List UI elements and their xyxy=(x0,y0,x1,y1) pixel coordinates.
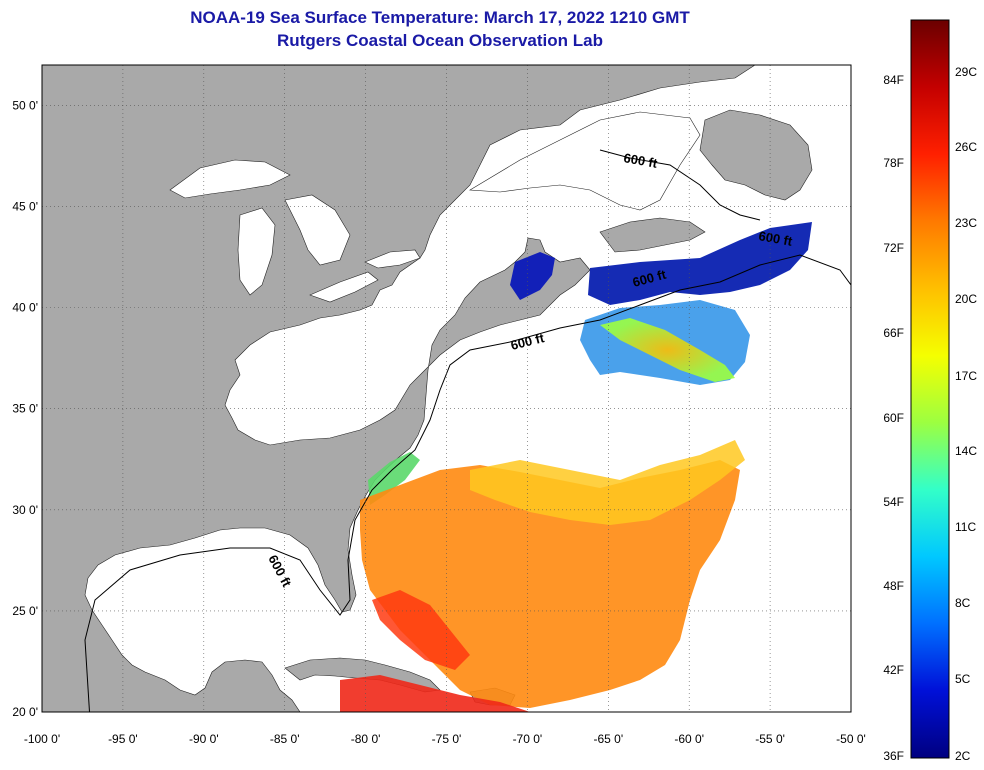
map-title: NOAA-19 Sea Surface Temperature: March 1… xyxy=(190,8,690,27)
longitude-tick-label: -85 0' xyxy=(270,732,300,746)
sst-florida-straits-red xyxy=(372,590,470,670)
colorbar-fahrenheit-label: 72F xyxy=(883,241,904,255)
longitude-tick-label: -95 0' xyxy=(108,732,138,746)
longitude-labels: -100 0' -95 0' -90 0' -85 0' -80 0' -75 0' -70… xyxy=(24,732,866,746)
longitude-tick-label: -100 0' xyxy=(24,732,60,746)
colorbar-celsius-label: 20C xyxy=(955,292,977,306)
colorbar-celsius-label: 8C xyxy=(955,596,971,610)
sst-cold-gulf-of-maine xyxy=(510,252,555,300)
map-area: 600 ft 600 ft 600 ft 600 ft 600 ft xyxy=(42,65,851,712)
sst-gulf-stream-filament xyxy=(600,318,735,382)
latitude-tick-label: 45 0' xyxy=(12,200,38,214)
longitude-tick-label: -80 0' xyxy=(351,732,381,746)
longitude-tick-label: -75 0' xyxy=(432,732,462,746)
latitude-labels: 20 0' 25 0' 30 0' 35 0' 40 0' 45 0' 50 0' xyxy=(12,98,38,719)
latitude-tick-label: 35 0' xyxy=(12,402,38,416)
lake-erie-ontario xyxy=(309,249,421,303)
longitude-tick-label: -90 0' xyxy=(189,732,219,746)
longitude-tick-label: -65 0' xyxy=(593,732,623,746)
colorbar-fahrenheit-label: 66F xyxy=(883,326,904,340)
colorbar-celsius-label: 23C xyxy=(955,216,977,230)
colorbar-celsius-label: 29C xyxy=(955,65,977,79)
colorbar xyxy=(910,19,950,759)
colorbar-celsius-label: 5C xyxy=(955,672,971,686)
colorbar-fahrenheit-label: 36F xyxy=(883,749,904,763)
latitude-tick-label: 40 0' xyxy=(12,301,38,315)
land-nova-scotia xyxy=(599,217,706,253)
colorbar-fahrenheit-label: 78F xyxy=(883,156,904,170)
colorbar-celsius-label: 2C xyxy=(955,749,971,763)
colorbar-fahrenheit-label: 42F xyxy=(883,663,904,677)
sst-cold-scotian-shelf xyxy=(588,222,812,305)
contour-600ft xyxy=(84,254,851,712)
sst-caribbean-red xyxy=(340,675,530,712)
map-subtitle: Rutgers Coastal Ocean Observation Lab xyxy=(277,31,603,50)
latitude-tick-label: 50 0' xyxy=(12,98,38,112)
latitude-tick-label: 30 0' xyxy=(12,503,38,517)
lake-superior xyxy=(169,159,291,199)
contour-600ft-gulf-stlawrence xyxy=(599,149,761,221)
sst-subtropical-yellow xyxy=(470,440,745,525)
contour-label-st-lawrence: 600 ft xyxy=(622,150,659,171)
colorbar-fahrenheit-label: 60F xyxy=(883,411,904,425)
colorbar-celsius-label: 17C xyxy=(955,369,977,383)
colorbar-celsius-labels: 29C 26C 23C 20C 17C 14C 11C 8C 5C 2C xyxy=(955,65,977,763)
sst-nc-coastal-green xyxy=(368,452,420,505)
latitude-tick-label: 25 0' xyxy=(12,604,38,618)
contour-label-newfoundland: 600 ft xyxy=(757,228,794,249)
colorbar-fahrenheit-label: 54F xyxy=(883,495,904,509)
lake-michigan-huron xyxy=(237,194,351,296)
colorbar-celsius-label: 11C xyxy=(955,520,976,534)
land-newfoundland xyxy=(699,109,813,201)
colorbar-fahrenheit-label: 48F xyxy=(883,579,904,593)
longitude-tick-label: -55 0' xyxy=(755,732,785,746)
colorbar-celsius-label: 14C xyxy=(955,444,977,458)
colorbar-fahrenheit-label: 84F xyxy=(883,73,904,87)
graticule xyxy=(42,65,851,712)
colorbar-fahrenheit-labels: 84F 78F 72F 66F 60F 54F 48F 42F 36F xyxy=(883,73,904,763)
latitude-tick-label: 20 0' xyxy=(12,705,38,719)
longitude-tick-label: -70 0' xyxy=(513,732,543,746)
colorbar-celsius-label: 26C xyxy=(955,140,977,154)
map-frame xyxy=(41,64,852,713)
longitude-tick-label: -60 0' xyxy=(674,732,704,746)
sst-swaths xyxy=(340,222,812,712)
longitude-tick-label: -50 0' xyxy=(836,732,866,746)
